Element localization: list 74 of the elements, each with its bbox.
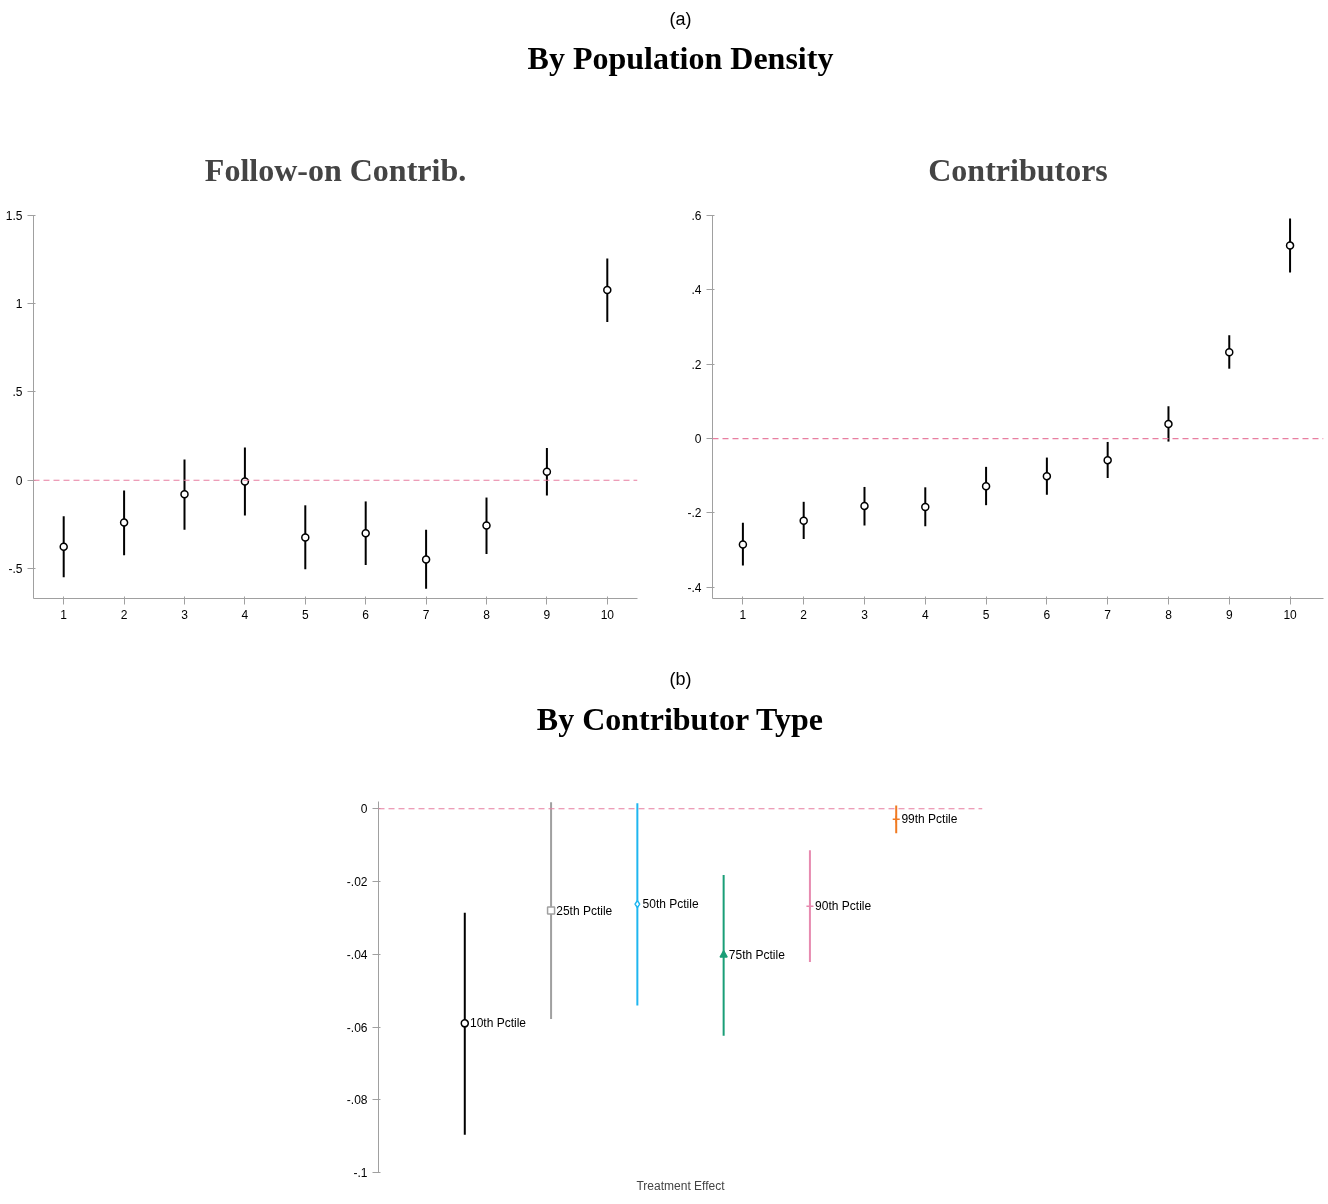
point [603,285,612,295]
y-tick-label: -.06 [346,1020,368,1035]
point [860,501,869,511]
x-tick-label: 1 [60,607,68,622]
x-tick-label: 6 [1043,607,1051,622]
series-label: 90th Pctile [815,899,872,914]
point [301,533,310,542]
text: (b) [669,668,692,689]
x-tick-label: 3 [181,607,189,622]
x-tick-label: 8 [483,607,491,622]
point [460,1019,470,1028]
y-tick-label: -.1 [353,1166,368,1180]
point [1225,348,1234,357]
chart-title: By Contributor Type [536,700,824,737]
point [1164,419,1173,429]
series-label: 75th Pctile [728,947,786,962]
x-tick-label: 3 [861,607,869,622]
y-tick-label: -.04 [346,947,368,962]
x-axis-title: Treatment Effect [636,1178,726,1193]
x-tick-label: 4 [921,607,929,622]
y-tick-label: 0 [15,473,23,488]
x-tick-label: 5 [301,607,309,622]
x-tick-label: 9 [1225,607,1233,622]
point [1285,241,1295,250]
x-tick-label: 1 [739,607,747,622]
x-tick-label: 5 [982,607,990,622]
y-tick-label: .5 [12,385,23,400]
point [1042,471,1052,481]
point [634,899,641,909]
point [921,502,930,512]
y-tick-label: .6 [691,209,702,223]
point [719,950,728,958]
point [361,528,370,538]
point [981,481,991,491]
x-tick-label: 2 [800,607,808,622]
x-tick-label: 4 [241,607,249,622]
x-tick-label: 10 [1283,607,1298,622]
point [482,521,491,530]
point [799,516,808,526]
y-tick-label: -.5 [8,562,23,576]
y-tick-label: -.2 [687,506,702,521]
x-tick-label: 6 [362,607,370,622]
chart-title: Follow-on Contrib. [204,152,467,188]
point [891,815,901,824]
x-tick-label: 7 [1104,607,1112,622]
point [542,467,552,477]
x-tick-label: 9 [543,607,551,622]
y-tick-label: 0 [694,432,702,447]
point [738,540,748,549]
x-tick-label: 10 [600,607,615,622]
x-tick-label: 2 [120,607,128,622]
y-tick-label: 0 [360,802,368,817]
point [180,490,189,499]
x-tick-label: 8 [1165,607,1173,622]
point [119,518,129,527]
series-label: 99th Pctile [901,812,958,827]
series-label: 25th Pctile [556,903,613,918]
x-tick-label: 7 [422,607,430,622]
y-tick-label: .2 [691,357,702,372]
point [421,555,431,564]
text: (a) [669,8,692,29]
y-tick-label: 1.5 [5,209,23,223]
y-tick-label: -.08 [346,1093,368,1108]
point [546,906,556,915]
point [59,542,68,552]
chart-title: Contributors [928,152,1108,188]
y-tick-label: -.4 [687,580,702,595]
text: By Population Density [527,39,834,76]
point [1103,455,1112,465]
series-label: 10th Pctile [469,1016,527,1031]
y-tick-label: 1 [15,297,23,312]
series-label: 50th Pctile [642,897,699,912]
y-tick-label: .4 [691,283,702,298]
y-tick-label: -.02 [346,875,368,890]
